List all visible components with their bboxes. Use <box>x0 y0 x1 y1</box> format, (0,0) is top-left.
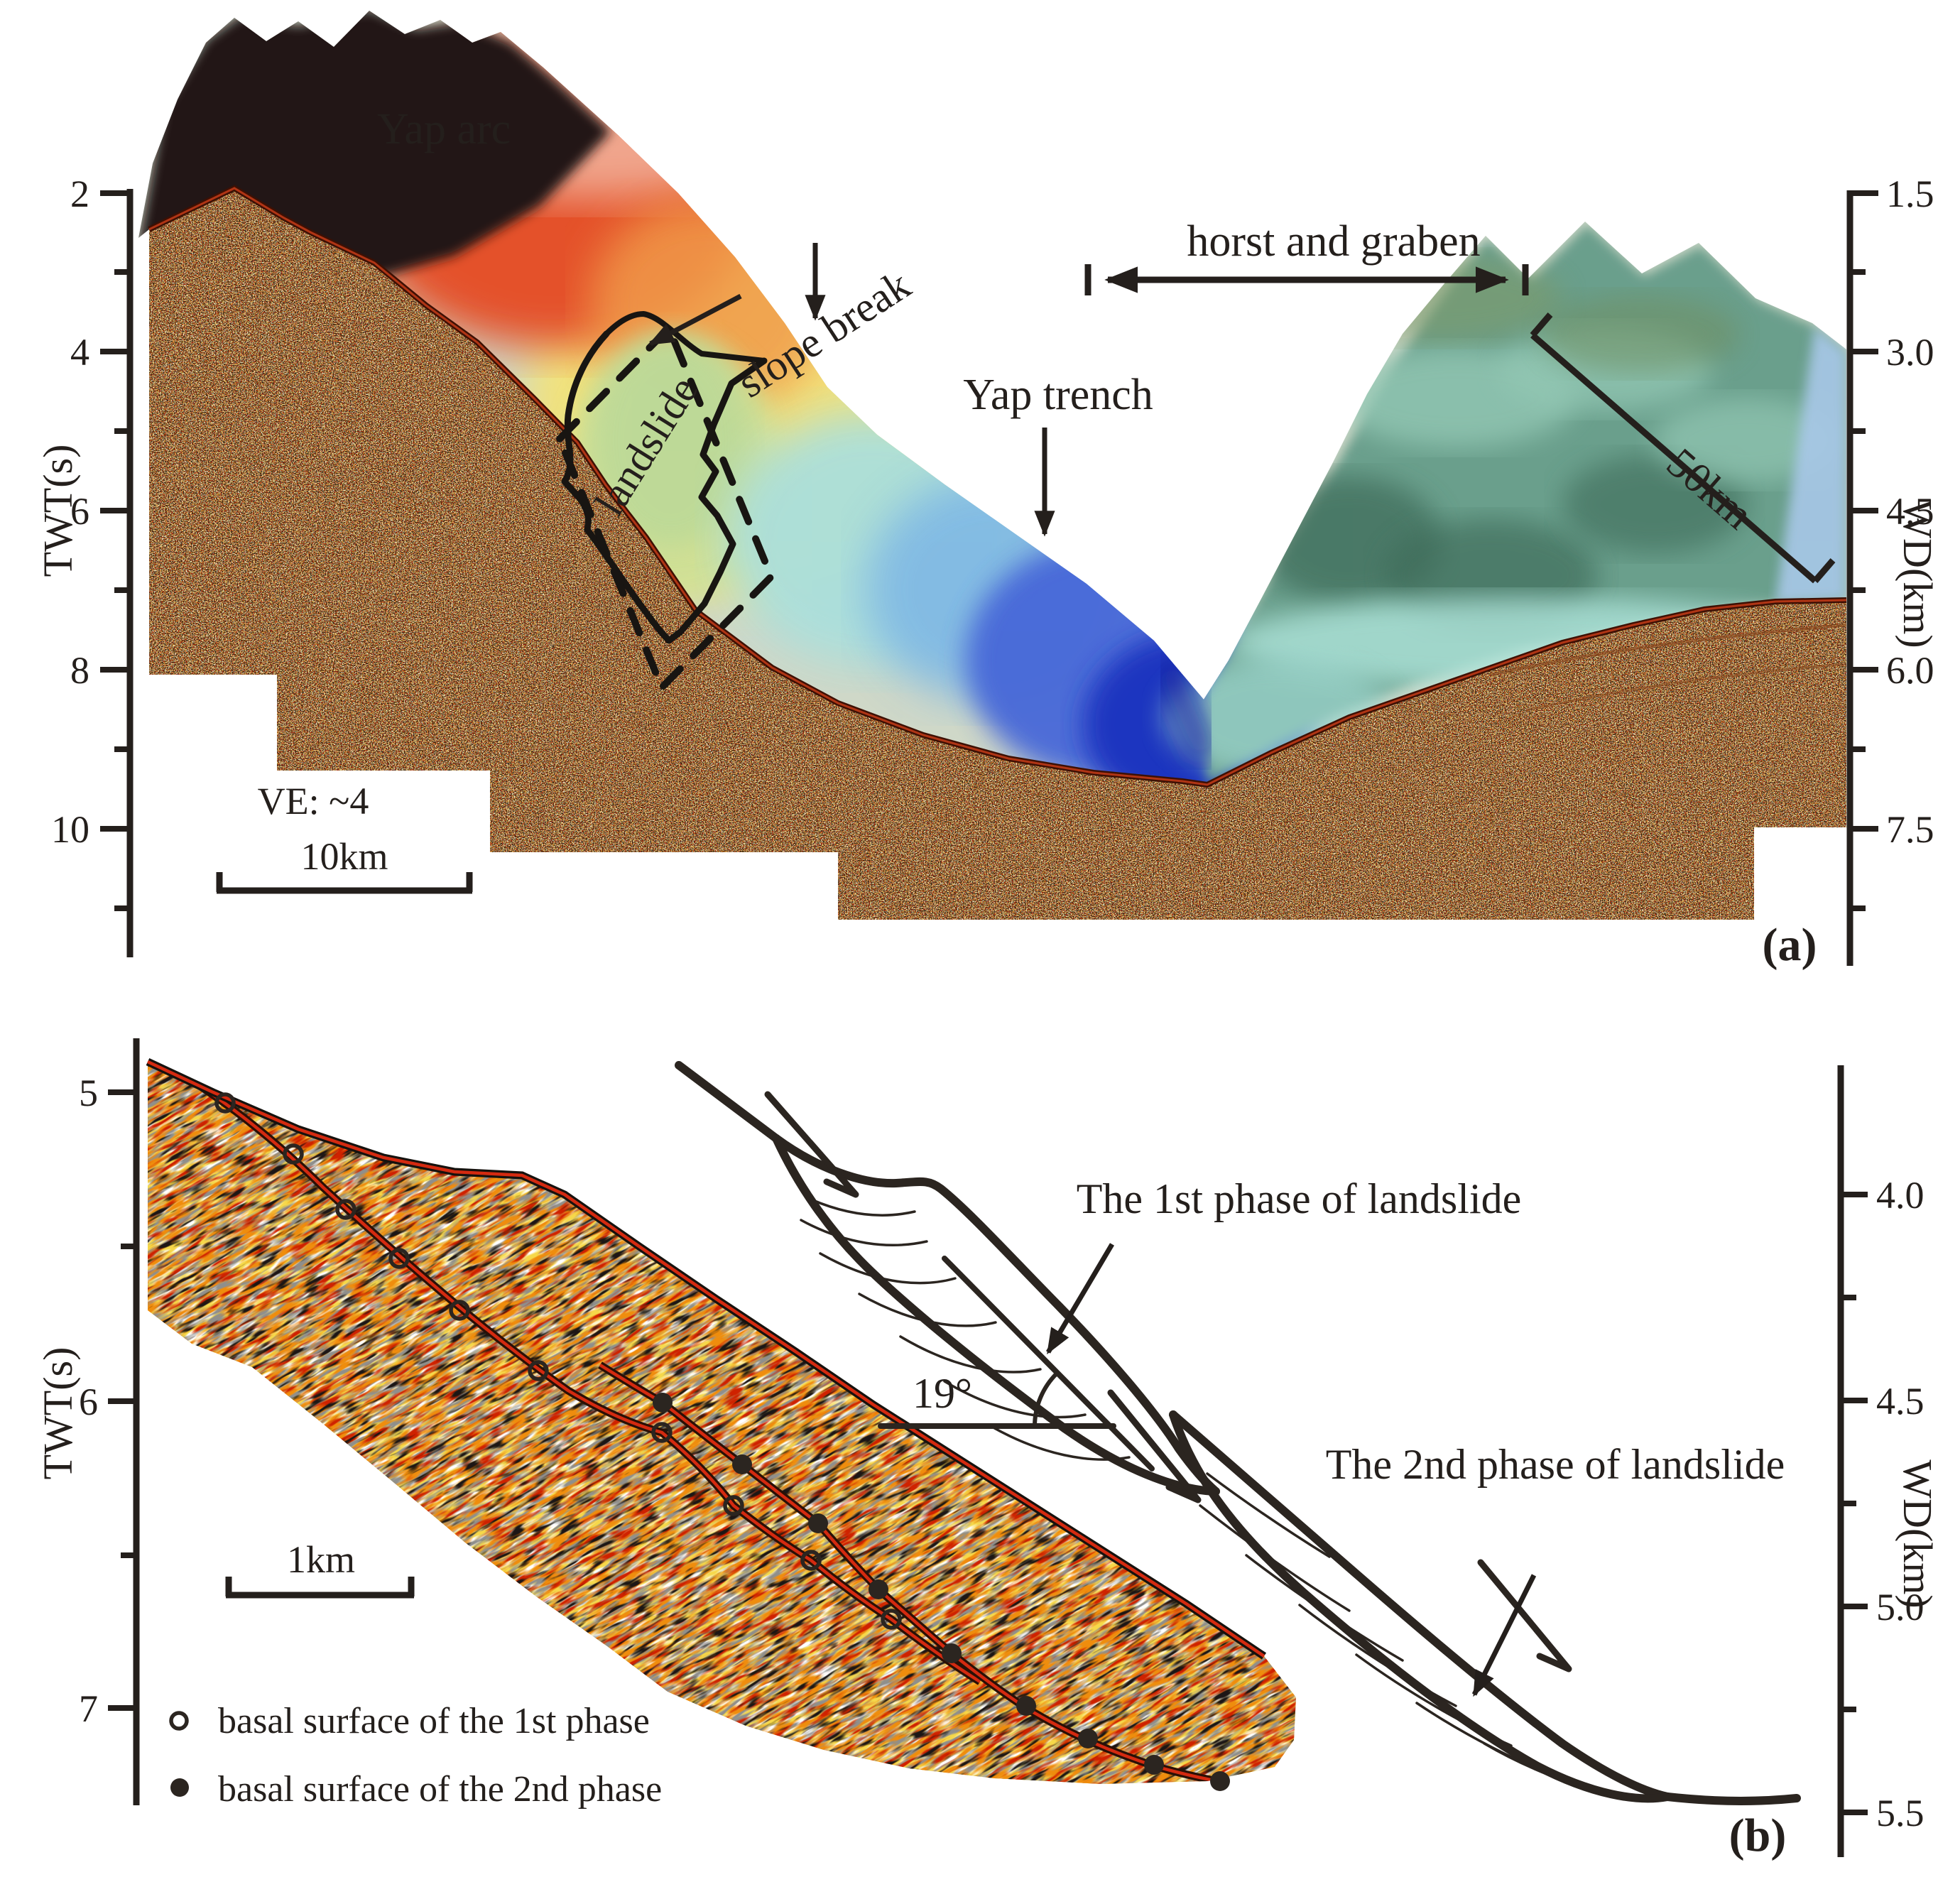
wd-a-title: WD(km) <box>1895 499 1938 648</box>
scale-1km <box>225 1577 415 1599</box>
wd-a-tick: 3.0 <box>1886 331 1934 374</box>
scale-1km-label: 1km <box>287 1538 355 1581</box>
wd-a-tick: 6.0 <box>1886 649 1934 692</box>
panel-a-tag: (a) <box>1763 919 1817 971</box>
phase2-arrow <box>1471 1574 1537 1697</box>
phase1-label: The 1st phase of landslide <box>1077 1175 1522 1222</box>
legend-filled-circle-icon <box>170 1778 189 1797</box>
wd-b-title: WD(km) <box>1895 1459 1938 1608</box>
basal-markers-1st-phase <box>214 1092 902 1630</box>
twt-a-tick: 2 <box>70 173 89 215</box>
horst-graben-extent-arrow <box>1084 264 1529 295</box>
yap-arc-label: Yap arc <box>377 105 511 153</box>
horst-graben-label: horst and graben <box>1187 217 1480 266</box>
ve-label: VE: ~4 <box>258 780 369 822</box>
landslide-interpretation-drawing <box>675 1061 1801 1805</box>
wd-b-tick: 4.0 <box>1876 1174 1925 1217</box>
wd-b-tick: 5.0 <box>1876 1586 1925 1628</box>
scale-10km <box>216 872 473 894</box>
twt-a-title: TWT(s) <box>35 445 81 577</box>
slope-angle-label: 19° <box>913 1370 972 1417</box>
slope-angle-geometry <box>878 1256 1155 1471</box>
wd-axis-a: 1.5 3.0 4.5 6.0 7.5 WD(km) <box>1846 173 1938 966</box>
wd-a-tick: 7.5 <box>1886 808 1934 851</box>
wd-a-tick: 4.5 <box>1886 490 1934 533</box>
twt-b-tick: 7 <box>79 1687 98 1730</box>
half-arrow <box>1107 1389 1202 1503</box>
legend-label-1: basal surface of the 1st phase <box>218 1701 650 1741</box>
slope-break-arrow-1 <box>648 293 742 347</box>
wd-b-tick: 5.5 <box>1876 1792 1925 1834</box>
scale-10km-label: 10km <box>300 835 388 878</box>
twt-axis-b: 5 6 7 TWT(s) <box>35 1038 140 1805</box>
yap-trench-label: Yap trench <box>963 371 1153 419</box>
legend-label-2: basal surface of the 2nd phase <box>218 1769 662 1810</box>
wd-axis-b: 4.0 4.5 5.0 5.5 WD(km) <box>1837 1065 1938 1857</box>
twt-a-tick: 6 <box>70 490 89 533</box>
phase1-arrow <box>1045 1243 1115 1355</box>
twt-a-tick: 10 <box>51 808 89 851</box>
half-arrow <box>1477 1559 1572 1672</box>
wd-b-tick: 4.5 <box>1876 1380 1925 1422</box>
basal-markers-2nd-phase <box>653 1393 1230 1791</box>
landslide-dashed-box <box>556 325 775 691</box>
twt-b-tick: 5 <box>79 1072 98 1114</box>
panel-b-tag: (b) <box>1729 1810 1787 1861</box>
half-arrow <box>764 1091 859 1198</box>
landslide-outline <box>556 311 775 691</box>
legend-open-circle-icon <box>169 1711 189 1731</box>
twt-a-tick: 4 <box>70 331 89 374</box>
panel-a: Yap arc slope break landslide Yap trench… <box>35 11 1938 971</box>
twt-a-tick: 8 <box>70 649 89 692</box>
legend: basal surface of the 1st phase basal sur… <box>169 1701 662 1810</box>
twt-b-tick: 6 <box>79 1381 98 1423</box>
wd-a-tick: 1.5 <box>1886 173 1934 215</box>
twt-b-title: TWT(s) <box>35 1347 81 1480</box>
phase2-label: The 2nd phase of landslide <box>1326 1441 1785 1488</box>
twt-axis-a: 2 4 6 8 10 TWT(s) <box>35 173 134 957</box>
